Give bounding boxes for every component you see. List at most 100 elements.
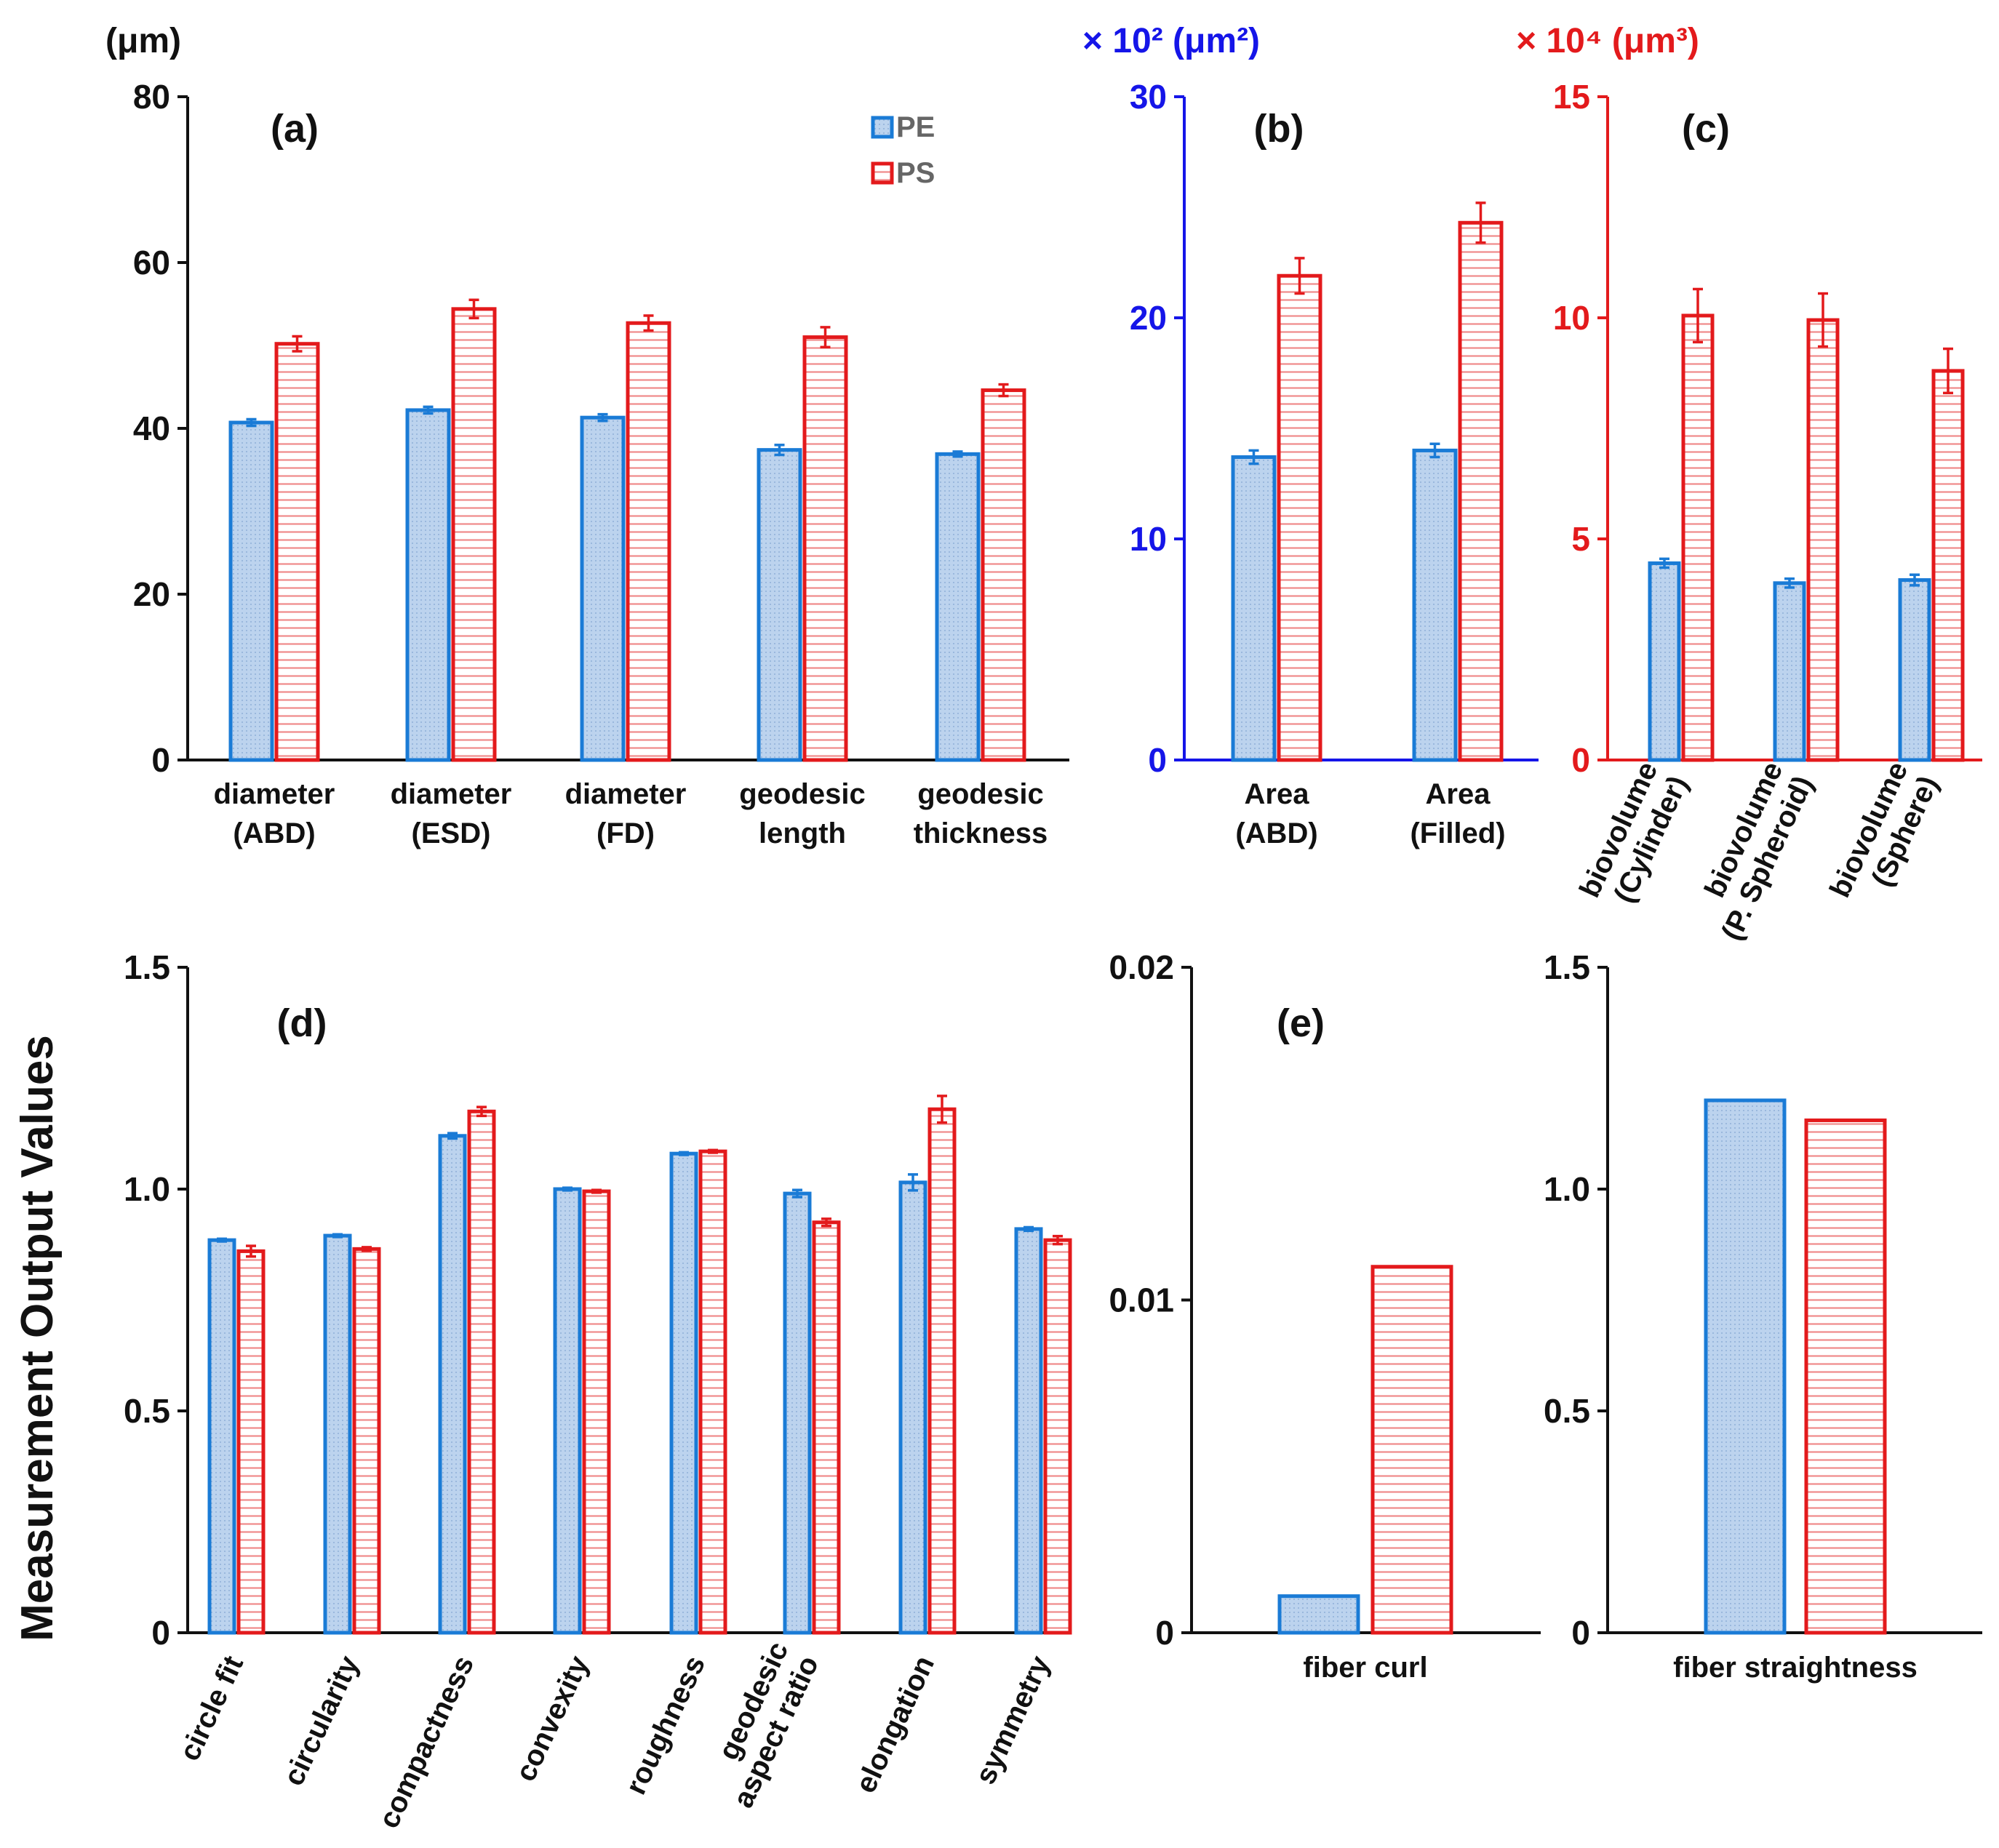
pe-bar: [1704, 1098, 1787, 1635]
y-tick-label: 0: [1571, 1614, 1590, 1652]
pe-bar: [898, 1180, 927, 1635]
ps-error-bar: [1475, 201, 1486, 244]
pe-error-bar: [597, 412, 608, 423]
pe-bar: [1898, 578, 1931, 762]
x-category-label: convexity: [509, 1651, 595, 1787]
pe-error-bar: [1784, 577, 1795, 589]
ps-error-bar: [937, 1095, 947, 1124]
x-category-label: diameter (FD): [565, 778, 687, 849]
ps-error-bar: [998, 383, 1009, 398]
x-category-label: diameter (ABD): [214, 778, 335, 849]
unit-label: (μm): [105, 22, 181, 60]
panel-f: 0 0.5 1.0 1.5 fiber straightness: [1544, 948, 1982, 1684]
pe-error-bar: [1429, 442, 1440, 459]
legend-pe-label: PE: [896, 111, 935, 143]
ps-bar: [1806, 318, 1840, 762]
y-tick-label: 0.5: [124, 1392, 170, 1430]
pe-bar: [783, 1191, 812, 1635]
legend: PE PS: [871, 111, 935, 189]
pe-bar: [323, 1233, 352, 1635]
y-tick-label: 0: [1155, 1614, 1174, 1652]
ps-bar: [1043, 1238, 1072, 1635]
y-tick-label: 5: [1571, 520, 1590, 558]
pe-bar: [580, 415, 626, 762]
y-tick-label: 30: [1130, 78, 1167, 116]
y-tick-label: 0: [1571, 741, 1590, 779]
panel-a: 0 20 40 60 80 (μm) (a) diameter (ABD) diameter (ES…: [105, 22, 1069, 849]
x-category-label: symmetry: [969, 1651, 1056, 1790]
pe-error-bar: [423, 405, 434, 415]
pe-bar: [438, 1134, 467, 1635]
y-tick-label: 0: [151, 1614, 170, 1652]
y-tick-label: 0.02: [1109, 948, 1174, 986]
pe-bar: [1277, 1594, 1360, 1635]
panel-d: 0 0.5 1.0 1.5 (d) circle fit circularity compac…: [124, 948, 1072, 1833]
y-tick-label: 1.0: [1544, 1170, 1590, 1208]
x-category-label: fiber straightness: [1673, 1652, 1918, 1684]
ps-bar: [1931, 369, 1965, 762]
ps-error-bar: [1818, 292, 1828, 348]
ps-error-bar: [362, 1246, 372, 1252]
ps-error-bar: [246, 1244, 256, 1258]
y-tick-label: 0.5: [1544, 1392, 1590, 1430]
ps-bar: [274, 342, 320, 762]
x-category-label: compactness: [372, 1651, 480, 1833]
ps-error-bar: [820, 326, 831, 349]
y-tick-label: 1.0: [124, 1170, 170, 1208]
ps-error-bar: [476, 1105, 487, 1118]
y-tick-label: 10: [1130, 520, 1167, 558]
pe-error-bar: [1910, 573, 1920, 587]
ps-bar: [927, 1107, 957, 1635]
x-category-label: geodesic thickness: [914, 778, 1048, 849]
ps-error-bar: [643, 314, 654, 332]
pe-error-bar: [217, 1237, 227, 1243]
pe-error-bar: [1248, 449, 1259, 465]
x-category-label: circularity: [277, 1651, 365, 1791]
ps-bar: [1370, 1265, 1453, 1635]
y-tick-label: 0: [151, 741, 170, 779]
y-tick-label: 10: [1553, 299, 1590, 337]
pe-bar: [1648, 561, 1681, 762]
ps-bar: [451, 307, 497, 762]
x-category-label: Area (Filled): [1410, 778, 1505, 849]
panel-label: (a): [271, 107, 319, 151]
x-category-label: circle fit: [173, 1651, 250, 1766]
ps-bar: [698, 1149, 727, 1635]
pe-bar: [1014, 1227, 1043, 1635]
y-tick-label: 60: [133, 244, 170, 281]
y-tick-label: 1.5: [1544, 948, 1590, 986]
y-tick-label: 0.01: [1109, 1281, 1174, 1319]
ps-error-bar: [1053, 1234, 1063, 1246]
pe-bar: [553, 1187, 582, 1635]
ps-bar: [802, 335, 848, 762]
ps-bar: [981, 388, 1026, 762]
x-category-label: biovolume(P. Spheroid): [1685, 757, 1820, 945]
pe-bar: [1231, 455, 1277, 762]
ps-error-bar: [708, 1148, 718, 1154]
legend-pe-swatch: [871, 116, 894, 139]
pe-error-bar: [679, 1151, 689, 1156]
ps-error-bar: [1294, 257, 1305, 295]
pe-error-bar: [562, 1186, 572, 1192]
pe-bar: [935, 452, 981, 762]
pe-error-bar: [246, 417, 257, 428]
unit-label: × 10⁴ (μm³): [1516, 22, 1699, 60]
y-tick-label: 1.5: [124, 948, 170, 986]
pe-bar: [757, 448, 802, 762]
pe-error-bar: [952, 450, 963, 458]
x-category-label: elongation: [850, 1651, 941, 1798]
pe-error-bar: [792, 1188, 802, 1199]
ps-bar: [1681, 313, 1715, 762]
pe-error-bar: [1659, 557, 1669, 569]
legend-ps-swatch: [871, 161, 894, 185]
y-tick-label: 80: [133, 78, 170, 116]
ps-error-bar: [591, 1188, 602, 1194]
ps-error-bar: [292, 335, 303, 353]
panel-label: (d): [277, 1001, 327, 1045]
y-axis-title: Measurement Output Values: [12, 1035, 63, 1641]
x-category-label: fiber curl: [1303, 1652, 1427, 1684]
x-category-label: roughness: [620, 1651, 711, 1799]
ps-error-bar: [1943, 347, 1953, 395]
ps-bar: [582, 1189, 611, 1635]
